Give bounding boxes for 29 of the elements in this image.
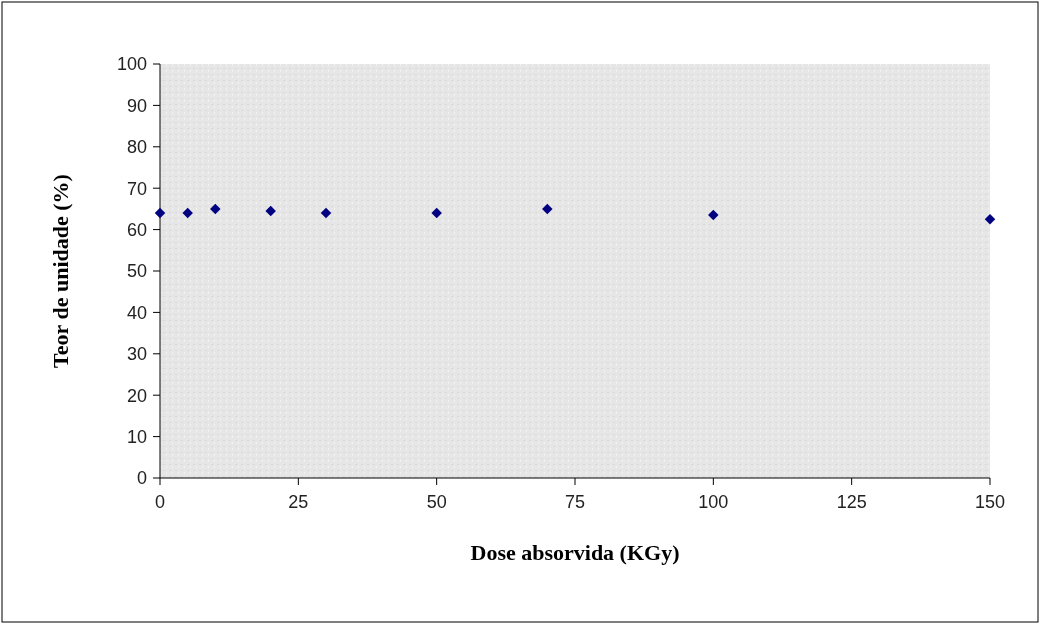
x-tick-label: 75 (564, 492, 586, 512)
x-axis-title: Dose absorvida (KGy) (470, 540, 680, 565)
y-axis-title: Teor de unidade (%) (48, 174, 73, 368)
x-tick-label: 125 (836, 492, 867, 512)
y-tick-label: 0 (136, 468, 147, 489)
y-tick-label: 90 (126, 95, 147, 116)
y-tick-label: 70 (126, 178, 147, 199)
point (154, 207, 166, 219)
y-tick-label: 20 (126, 385, 147, 406)
y-tick-label: 50 (126, 261, 147, 282)
x-tick-label: 50 (426, 492, 447, 512)
point (265, 205, 276, 217)
point (431, 207, 442, 219)
y-tick-label: 60 (126, 219, 147, 240)
point (210, 203, 221, 215)
y-tick-label: 80 (126, 137, 147, 158)
point (542, 203, 553, 215)
x-tick-label: 0 (154, 492, 166, 512)
point (320, 207, 332, 219)
y-tick-label: 100 (116, 54, 147, 75)
x-tick-label: 150 (974, 492, 1006, 512)
point (182, 207, 193, 219)
y-tick-label: 10 (126, 426, 147, 447)
point (984, 214, 996, 225)
point (708, 209, 719, 221)
x-tick-label: 25 (288, 492, 309, 512)
y-tick-label: 40 (126, 302, 147, 323)
y-tick-label: 30 (126, 344, 147, 365)
x-tick-label: 100 (698, 492, 729, 512)
